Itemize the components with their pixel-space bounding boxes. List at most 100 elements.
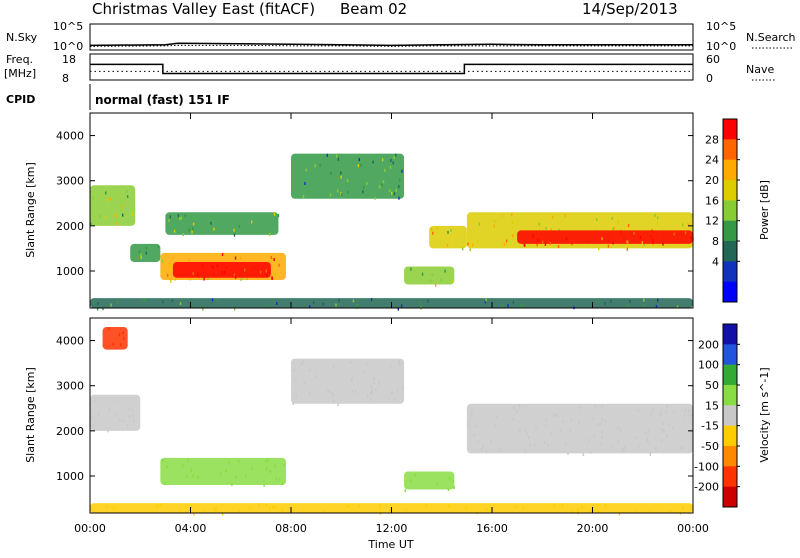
nave-tick-top: 60: [706, 53, 720, 66]
velocity-speckle: [272, 505, 274, 509]
power-colorbar-swatch: [723, 139, 737, 161]
velocity-speckle: [118, 333, 121, 337]
velocity-speckle: [515, 505, 518, 509]
power-speckle: [537, 238, 539, 242]
velocity-speckle: [570, 510, 573, 514]
time-axis-label: Time UT: [367, 538, 413, 551]
velocity-speckle: [274, 464, 276, 468]
velocity-speckle: [648, 428, 650, 432]
power-speckle: [202, 307, 204, 311]
velocity-speckle: [162, 459, 164, 463]
velocity-speckle: [409, 479, 412, 483]
velocity-speckle: [414, 473, 416, 477]
cpid-row: CPID normal (fast) 151 IF: [6, 84, 230, 110]
velocity-speckle: [589, 509, 592, 513]
cpid-label: CPID: [6, 93, 35, 106]
velocity-speckle: [535, 425, 537, 429]
freq-series-line: [90, 63, 693, 75]
velocity-speckle: [662, 422, 664, 426]
power-speckle: [551, 215, 554, 219]
velocity-speckle: [666, 434, 668, 438]
power-speckle: [337, 157, 340, 161]
power-speckle: [494, 219, 496, 223]
power-speckle: [138, 250, 141, 254]
velocity-speckle: [582, 452, 585, 456]
power-speckle: [335, 154, 338, 158]
velocity-speckle: [159, 503, 162, 507]
power-speckle: [216, 264, 219, 268]
power-speckle: [168, 219, 170, 223]
velocity-speckle: [115, 412, 118, 416]
velocity-speckle: [330, 391, 333, 395]
velocity-panel: 1000 2000 3000 4000 00:00 04:00 08:00 12:00 16:…: [24, 113, 771, 551]
power-ytick-label: 2000: [56, 220, 84, 233]
velocity-speckle: [202, 510, 204, 514]
power-speckle: [99, 214, 101, 218]
power-speckle: [233, 228, 235, 232]
velocity-speckle: [279, 477, 281, 481]
velocity-speckle: [618, 512, 621, 516]
power-speckle: [250, 220, 253, 224]
power-speckle: [681, 223, 684, 227]
power-speckle: [109, 197, 111, 201]
velocity-speckle: [490, 439, 492, 443]
power-speckle: [140, 253, 142, 257]
power-feature-7: [404, 266, 455, 285]
velocity-speckle: [370, 385, 372, 389]
power-speckle: [501, 214, 504, 218]
power-speckle: [427, 299, 429, 303]
velocity-speckle: [599, 422, 601, 426]
velocity-colorbar-swatch: [723, 385, 737, 406]
power-speckle: [90, 222, 92, 226]
power-speckle: [246, 277, 249, 281]
velocity-speckle: [94, 398, 96, 402]
power-speckle: [687, 223, 690, 227]
power-speckle: [166, 273, 169, 277]
velocity-ytick-label: 4000: [56, 335, 84, 348]
velocity-speckle: [649, 452, 651, 456]
power-speckle: [273, 258, 275, 262]
velocity-speckle: [333, 364, 335, 368]
velocity-speckle: [619, 428, 622, 432]
power-speckle: [374, 196, 376, 200]
velocity-speckle: [579, 406, 582, 410]
velocity-colorbar-tick-label: -100: [694, 460, 719, 473]
velocity-speckle: [589, 450, 592, 454]
power-speckle: [536, 243, 538, 247]
velocity-speckle: [601, 430, 603, 434]
power-speckle: [440, 278, 442, 282]
power-speckle: [173, 229, 176, 233]
velocity-colorbar-swatch: [723, 364, 737, 386]
power-speckle: [239, 256, 242, 260]
velocity-speckle: [682, 446, 684, 450]
velocity-colorbar-swatch: [723, 344, 737, 366]
velocity-speckle: [543, 441, 546, 445]
velocity-marks: [90, 327, 693, 516]
velocity-colorbar-tick-label: -15: [701, 420, 719, 433]
velocity-speckle: [196, 475, 199, 479]
velocity-speckle: [495, 415, 498, 419]
velocity-speckle: [544, 423, 547, 427]
velocity-speckle: [225, 469, 227, 473]
velocity-speckle: [187, 458, 189, 462]
power-speckle: [347, 190, 350, 194]
velocity-speckle: [161, 459, 163, 463]
velocity-speckle: [293, 368, 295, 372]
velocity-feature-0: [90, 394, 141, 431]
chart-title: Christmas Valley East (fitACF): [92, 0, 315, 18]
velocity-y-label: Slant Range [km]: [24, 367, 37, 463]
velocity-speckle: [108, 327, 110, 331]
velocity-speckle: [269, 469, 272, 473]
velocity-speckle: [308, 369, 311, 373]
power-speckle: [431, 273, 433, 277]
power-speckle: [126, 195, 129, 199]
velocity-speckle: [524, 449, 527, 453]
velocity-colorbar-tick-label: -200: [694, 481, 719, 494]
velocity-speckle: [601, 435, 603, 439]
velocity-speckle: [133, 418, 135, 422]
velocity-speckle: [303, 381, 306, 385]
power-speckle: [391, 191, 393, 195]
velocity-speckle: [516, 410, 518, 414]
power-speckle: [395, 188, 397, 192]
velocity-speckle: [425, 503, 427, 507]
